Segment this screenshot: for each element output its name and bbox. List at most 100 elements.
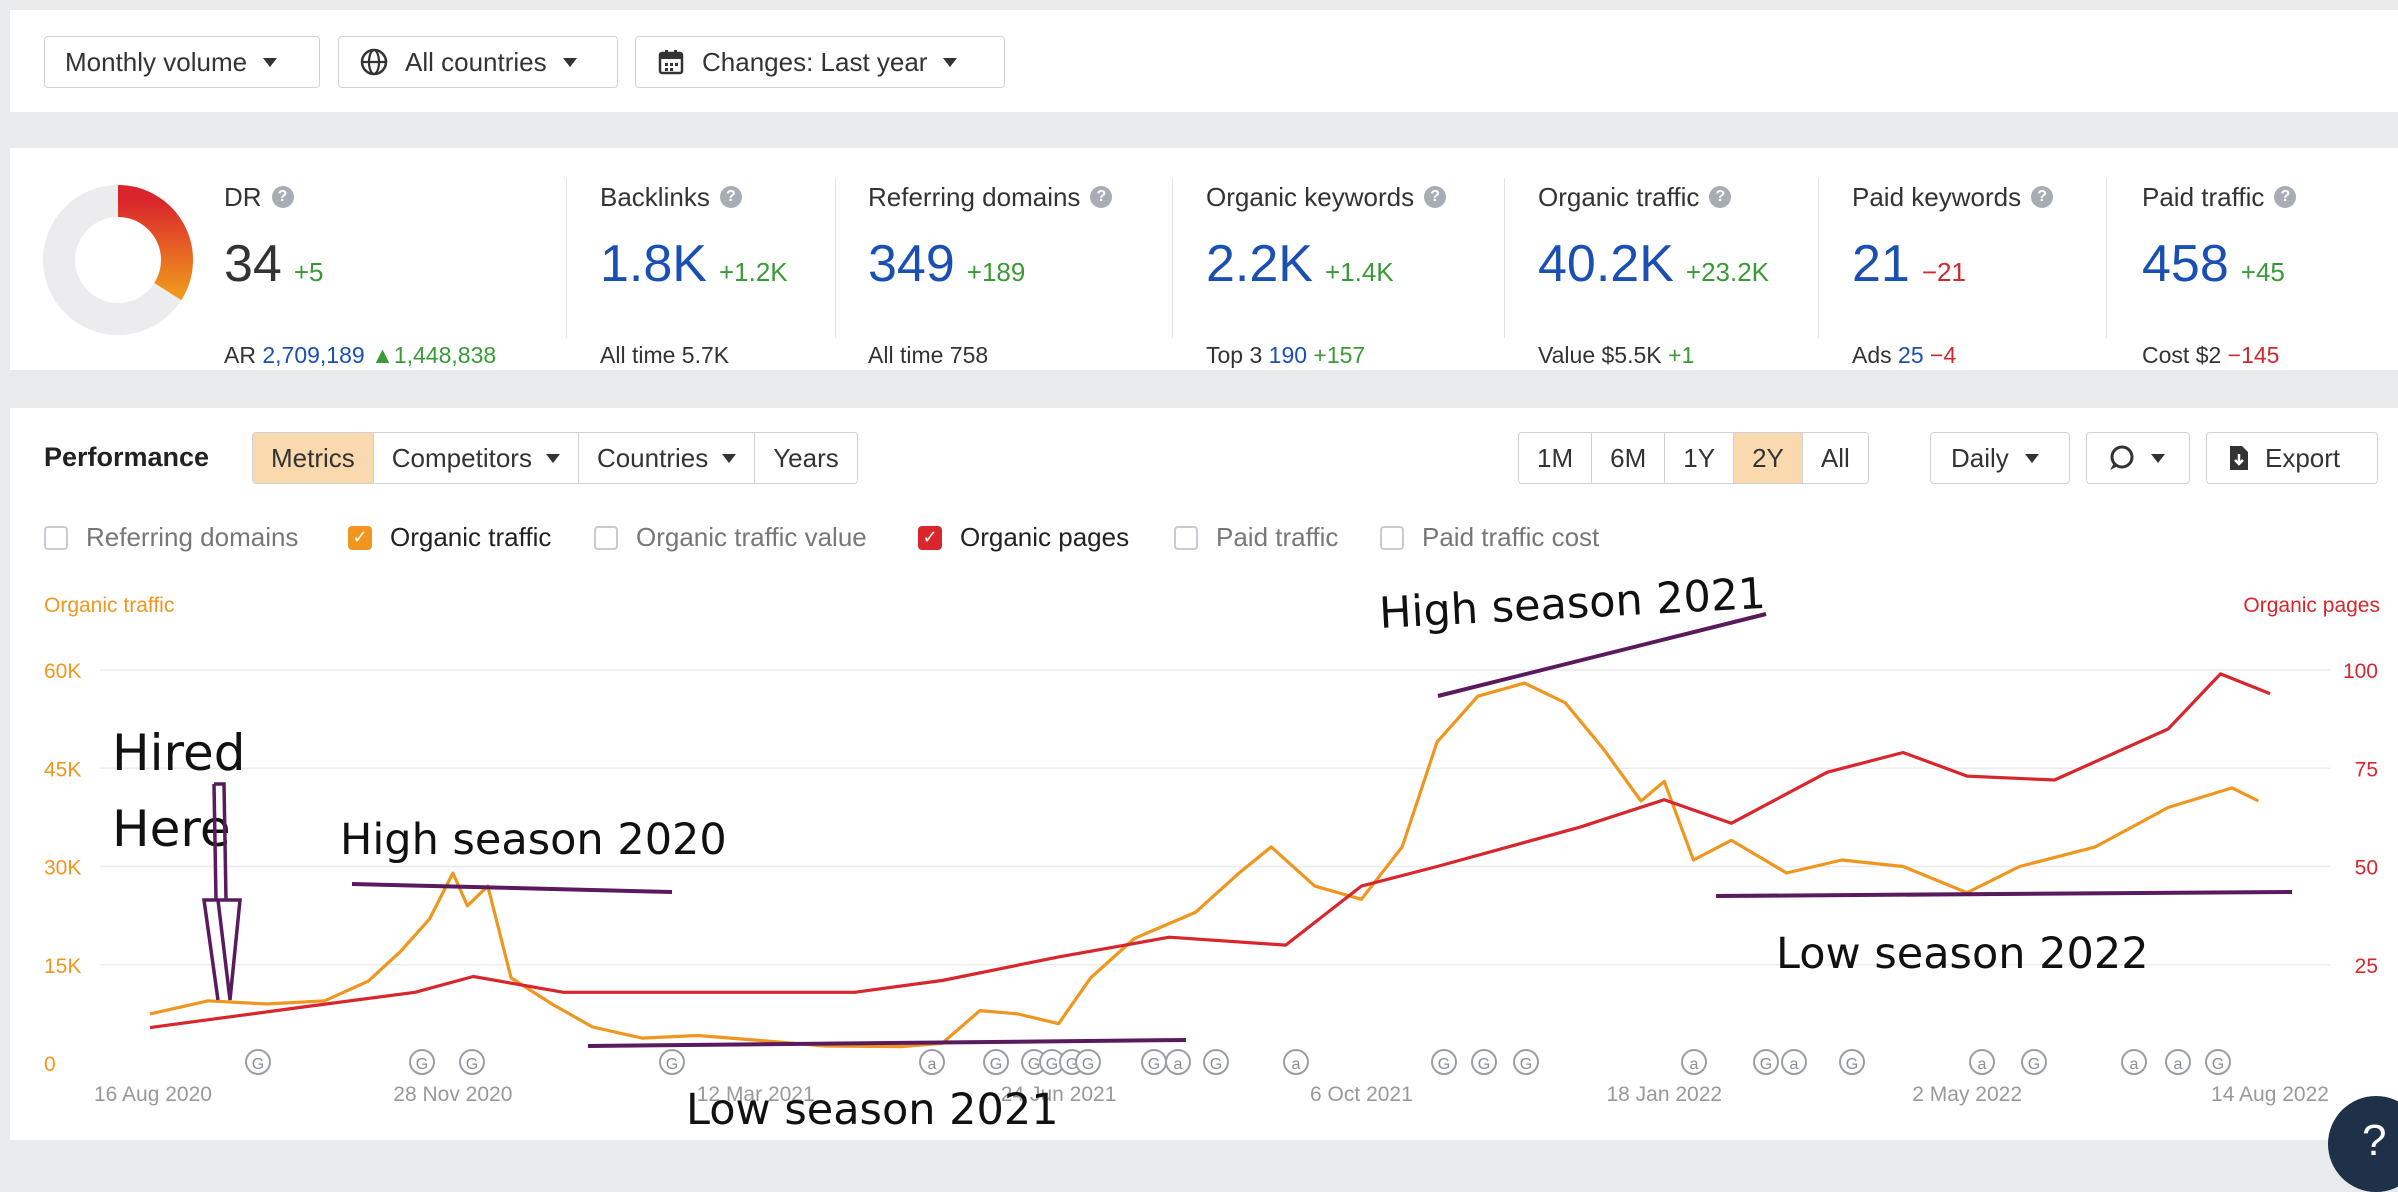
granularity-dropdown[interactable]: Daily: [1930, 432, 2070, 484]
checkbox-paid-traffic[interactable]: Paid traffic: [1174, 522, 1338, 553]
range-2y[interactable]: 2Y: [1734, 433, 1803, 483]
help-icon[interactable]: ?: [1090, 186, 1113, 208]
google-update-marker[interactable]: G: [1039, 1049, 1065, 1075]
range-1y-label: 1Y: [1683, 442, 1716, 473]
paid-traffic-value[interactable]: 458: [2142, 235, 2229, 293]
filter-bar: Monthly volume All countries Changes: La…: [10, 10, 2398, 112]
cost-value: $2: [2195, 342, 2222, 368]
google-update-marker[interactable]: G: [1753, 1049, 1779, 1075]
x-tick-label: 12 Mar 2021: [697, 1083, 815, 1106]
help-icon[interactable]: ?: [1709, 186, 1732, 208]
range-1m[interactable]: 1M: [1519, 433, 1593, 483]
referring-domains-label: Referring domains: [868, 181, 1081, 212]
svg-text:G: G: [2028, 1056, 2040, 1073]
organic-traffic-value[interactable]: 40.2K: [1538, 235, 1674, 293]
low-2022-line: [1715, 890, 2293, 898]
left-tick-label: 30K: [44, 857, 81, 880]
annotations-dropdown[interactable]: [2086, 432, 2190, 484]
paid-keywords-value[interactable]: 21: [1852, 235, 1910, 293]
svg-text:a: a: [1790, 1056, 1799, 1073]
top3-value[interactable]: 190: [1268, 342, 1308, 368]
range-1y[interactable]: 1Y: [1665, 433, 1735, 483]
annotation-hired-line2: Here: [112, 800, 231, 858]
google-update-marker[interactable]: G: [1075, 1049, 1101, 1075]
referring-domains-delta: +189: [966, 257, 1026, 287]
checkbox-organic-traffic[interactable]: ✓ Organic traffic: [348, 522, 551, 553]
backlinks-value[interactable]: 1.8K: [600, 235, 707, 293]
svg-text:G: G: [1520, 1056, 1532, 1073]
annotation-high-2020: High season 2020: [340, 815, 727, 865]
google-update-marker[interactable]: G: [1839, 1049, 1865, 1075]
ar-value[interactable]: 2,709,189: [262, 342, 365, 368]
organic-keywords-delta: +1.4K: [1324, 257, 1394, 287]
google-update-marker[interactable]: G: [2021, 1049, 2047, 1075]
svg-text:G: G: [1148, 1056, 1160, 1073]
help-icon[interactable]: ?: [2031, 186, 2054, 208]
google-update-marker[interactable]: G: [1021, 1049, 1047, 1075]
calendar-icon: [656, 48, 686, 76]
annotation-marker[interactable]: a: [919, 1049, 945, 1075]
svg-text:a: a: [1292, 1056, 1301, 1073]
countries-label: All countries: [405, 46, 547, 77]
checkbox-referring-domains[interactable]: Referring domains: [44, 522, 298, 553]
performance-tabs: Metrics Competitors Countries Years: [252, 432, 858, 484]
annotation-marker[interactable]: a: [1283, 1049, 1309, 1075]
annotation-marker[interactable]: a: [2165, 1049, 2191, 1075]
svg-text:G: G: [1066, 1056, 1078, 1073]
svg-text:a: a: [1690, 1056, 1699, 1073]
google-update-marker[interactable]: G: [1431, 1049, 1457, 1075]
google-update-marker[interactable]: G: [409, 1049, 435, 1075]
organic-keywords-value[interactable]: 2.2K: [1206, 235, 1313, 293]
help-icon[interactable]: ?: [271, 186, 294, 208]
organic-traffic-line: [149, 681, 2260, 1049]
referring-domains-sub-value: 758: [949, 342, 989, 368]
google-update-marker[interactable]: G: [1141, 1049, 1167, 1075]
google-update-marker[interactable]: G: [1513, 1049, 1539, 1075]
google-update-marker[interactable]: G: [459, 1049, 485, 1075]
google-update-marker[interactable]: G: [2205, 1049, 2231, 1075]
metric-dr: DR? 34 +5 AR 2,709,189 ▲1,448,838: [224, 182, 496, 369]
checkbox-organic-traffic-value[interactable]: Organic traffic value: [594, 522, 867, 553]
annotation-marker[interactable]: a: [1681, 1049, 1707, 1075]
range-all[interactable]: All: [1802, 433, 1868, 483]
annotation-marker[interactable]: a: [1781, 1049, 1807, 1075]
range-all-label: All: [1820, 442, 1850, 473]
help-icon[interactable]: ?: [719, 186, 742, 208]
annotation-marker[interactable]: a: [2121, 1049, 2147, 1075]
google-update-marker[interactable]: G: [983, 1049, 1009, 1075]
checkbox-organic-pages[interactable]: ✓ Organic pages: [918, 522, 1129, 553]
countries-dropdown[interactable]: All countries: [338, 36, 618, 88]
tab-metrics[interactable]: Metrics: [253, 433, 374, 483]
monthly-volume-dropdown[interactable]: Monthly volume: [44, 36, 320, 88]
x-tick-label: 6 Oct 2021: [1310, 1083, 1413, 1106]
left-tick-label: 15K: [44, 955, 81, 978]
tab-countries[interactable]: Countries: [578, 433, 756, 483]
export-button[interactable]: Export: [2206, 432, 2378, 484]
chart-series: [149, 672, 2271, 1049]
google-update-marker[interactable]: G: [659, 1049, 685, 1075]
checkbox-box: [44, 525, 68, 550]
google-update-marker[interactable]: G: [1203, 1049, 1229, 1075]
changes-dropdown[interactable]: Changes: Last year: [635, 36, 1005, 88]
google-update-marker[interactable]: G: [245, 1049, 271, 1075]
arrow-up-icon: ▲: [371, 342, 394, 368]
low-2021-line: [587, 1038, 1187, 1048]
range-6m[interactable]: 6M: [1592, 433, 1666, 483]
chevron-down-icon: [562, 57, 577, 67]
ads-value[interactable]: 25: [1898, 342, 1924, 368]
help-icon[interactable]: ?: [1424, 186, 1447, 208]
google-update-marker[interactable]: G: [1471, 1049, 1497, 1075]
svg-text:G: G: [2212, 1056, 2224, 1073]
tab-countries-label: Countries: [596, 442, 709, 473]
annotation-marker[interactable]: a: [1969, 1049, 1995, 1075]
annotation-marker[interactable]: a: [1165, 1049, 1191, 1075]
divider: [566, 178, 567, 338]
chevron-down-icon: [2151, 453, 2165, 463]
checkbox-paid-traffic-cost[interactable]: Paid traffic cost: [1380, 522, 1599, 553]
tab-years[interactable]: Years: [755, 433, 857, 483]
backlinks-sub-value: 5.7K: [681, 342, 730, 368]
referring-domains-value[interactable]: 349: [868, 235, 955, 293]
help-icon[interactable]: ?: [2274, 186, 2297, 208]
tab-competitors[interactable]: Competitors: [373, 433, 579, 483]
